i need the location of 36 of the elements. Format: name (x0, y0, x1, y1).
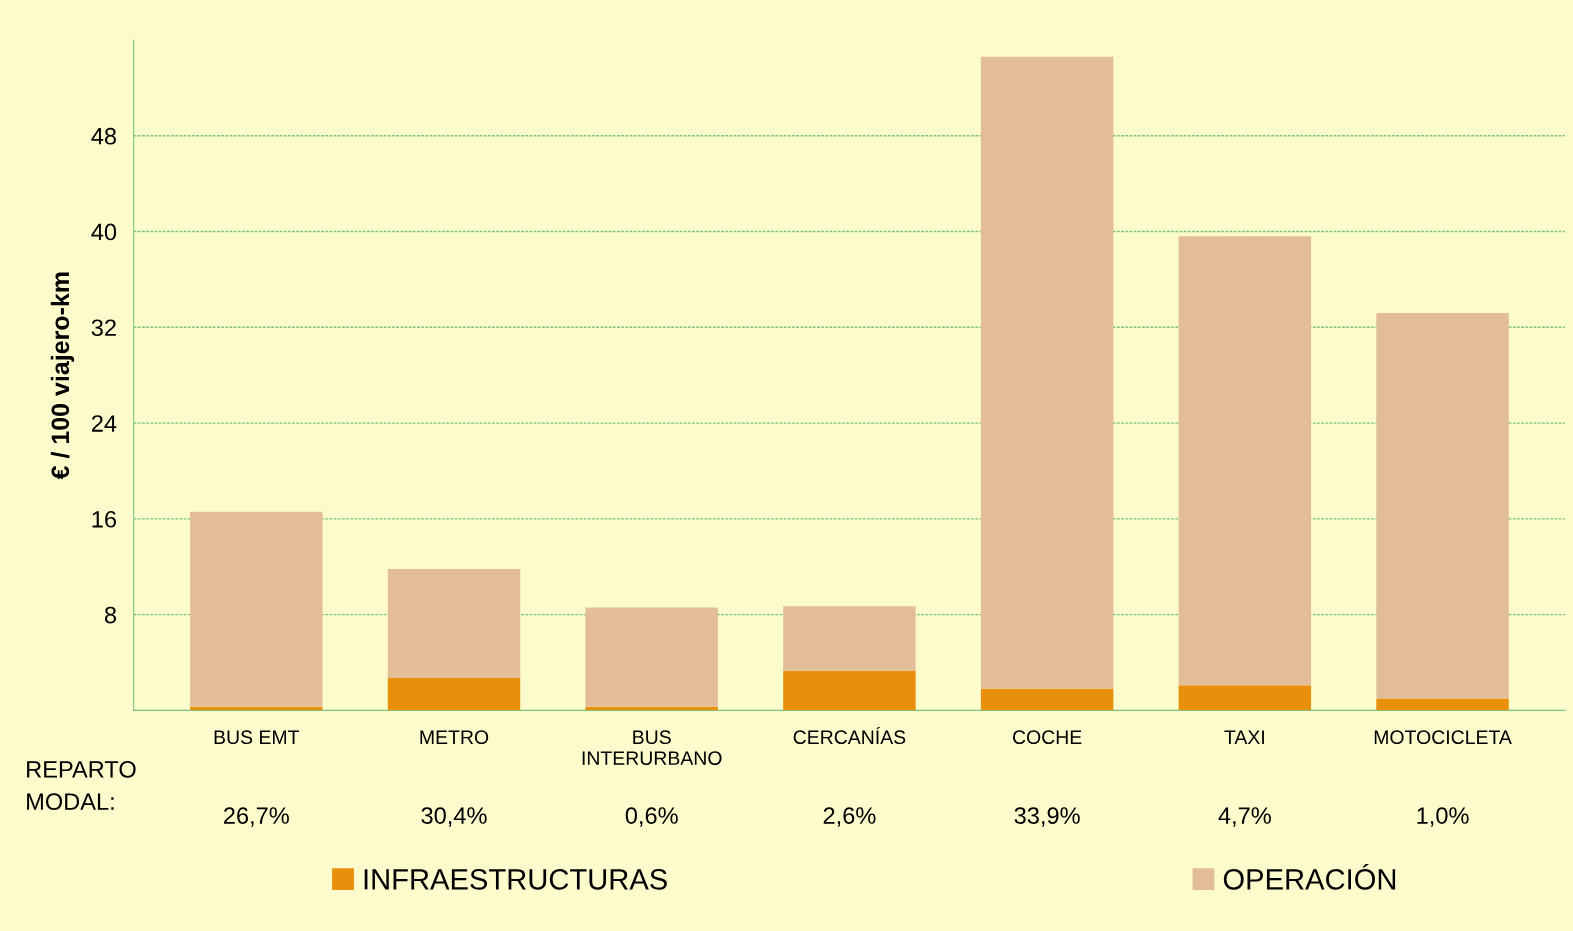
y-tick-label: 8 (104, 606, 117, 624)
text: 30,4% (421, 807, 487, 827)
bar (190, 511, 323, 707)
x-tick-label: CERCANÍAS (793, 727, 906, 745)
bar (387, 678, 521, 711)
y-tick-label: 32 (91, 319, 116, 337)
text: 1,0% (1417, 807, 1469, 827)
y-tick-label: 48 (91, 127, 117, 145)
y-tick-label: 40 (91, 223, 117, 241)
x-tick-label: METRO (420, 730, 489, 745)
x-tick-label: COCHE (1013, 730, 1082, 745)
y-tick-label: 24 (91, 415, 117, 432)
text: REPARTO MODAL: (27, 760, 136, 810)
bar (783, 670, 916, 711)
legend-label: INFRAESTRUCTURAS (364, 869, 667, 890)
x-tick-label: BUS INTERURBANO (582, 730, 722, 766)
bar (980, 56, 1114, 689)
x-tick-label: MOTOCICLETA (1374, 730, 1512, 745)
x-tick-label: BUS EMT (214, 730, 300, 745)
y-axis-title: € / 100 viajero-km (50, 272, 75, 480)
text: 4,7% (1218, 807, 1271, 827)
bar (1376, 312, 1509, 699)
bar (585, 607, 718, 707)
text: 2,6% (823, 807, 876, 827)
bar (1376, 698, 1509, 711)
text: 0,6% (625, 807, 678, 827)
bar (783, 606, 916, 671)
bar (387, 569, 521, 679)
text: 26,7% (224, 807, 289, 827)
legend-label: OPERACIÓN (1223, 864, 1396, 890)
bar (1178, 236, 1312, 686)
text: 33,9% (1014, 807, 1080, 827)
x-tick-label: TAXI (1224, 730, 1264, 744)
bar (980, 688, 1114, 711)
y-tick-label: 16 (92, 510, 116, 528)
bar (1178, 685, 1312, 711)
